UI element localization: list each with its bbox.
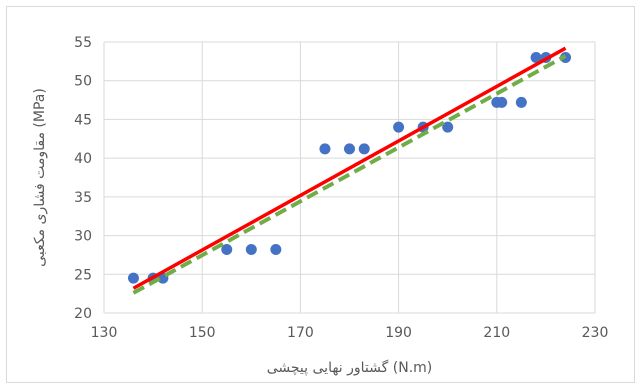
x-tick-label: 170 xyxy=(287,325,314,341)
x-tick-label: 230 xyxy=(582,325,609,341)
x-tick-label: 190 xyxy=(385,325,412,341)
x-tick-label: 210 xyxy=(483,325,510,341)
y-tick-label: 40 xyxy=(74,151,92,167)
data-point xyxy=(515,96,527,108)
trend-line-solid xyxy=(132,46,567,290)
y-tick-label: 50 xyxy=(74,74,92,90)
y-tick-labels: 20 25 30 35 40 45 50 55 xyxy=(74,35,92,322)
data-point xyxy=(530,51,542,63)
data-point xyxy=(393,121,405,133)
series-layer xyxy=(127,46,572,295)
x-tick-label: 150 xyxy=(189,325,216,341)
data-point xyxy=(270,244,282,256)
trend-line-dashed xyxy=(132,54,567,295)
data-point xyxy=(358,143,370,155)
y-tick-label: 25 xyxy=(74,267,92,283)
data-point xyxy=(127,272,139,284)
x-tick-labels: 130 150 170 190 210 230 xyxy=(91,325,609,341)
y-axis-label: مقاومت فشاری مکعبی (MPa) xyxy=(32,88,48,267)
y-tick-label: 30 xyxy=(74,229,92,245)
data-point xyxy=(344,143,355,155)
grid-lines xyxy=(103,41,596,314)
data-point xyxy=(245,244,257,256)
y-tick-label: 35 xyxy=(74,190,92,206)
x-axis-label: گشتاور نهایی پیچشی (N.m) xyxy=(267,359,433,376)
data-point xyxy=(221,244,233,256)
data-point xyxy=(442,121,454,133)
x-tick-label: 130 xyxy=(91,325,118,341)
y-tick-label: 55 xyxy=(74,35,92,51)
data-point xyxy=(496,96,508,108)
y-tick-label: 45 xyxy=(74,112,92,128)
y-tick-label: 20 xyxy=(74,306,92,322)
data-point xyxy=(319,143,331,155)
